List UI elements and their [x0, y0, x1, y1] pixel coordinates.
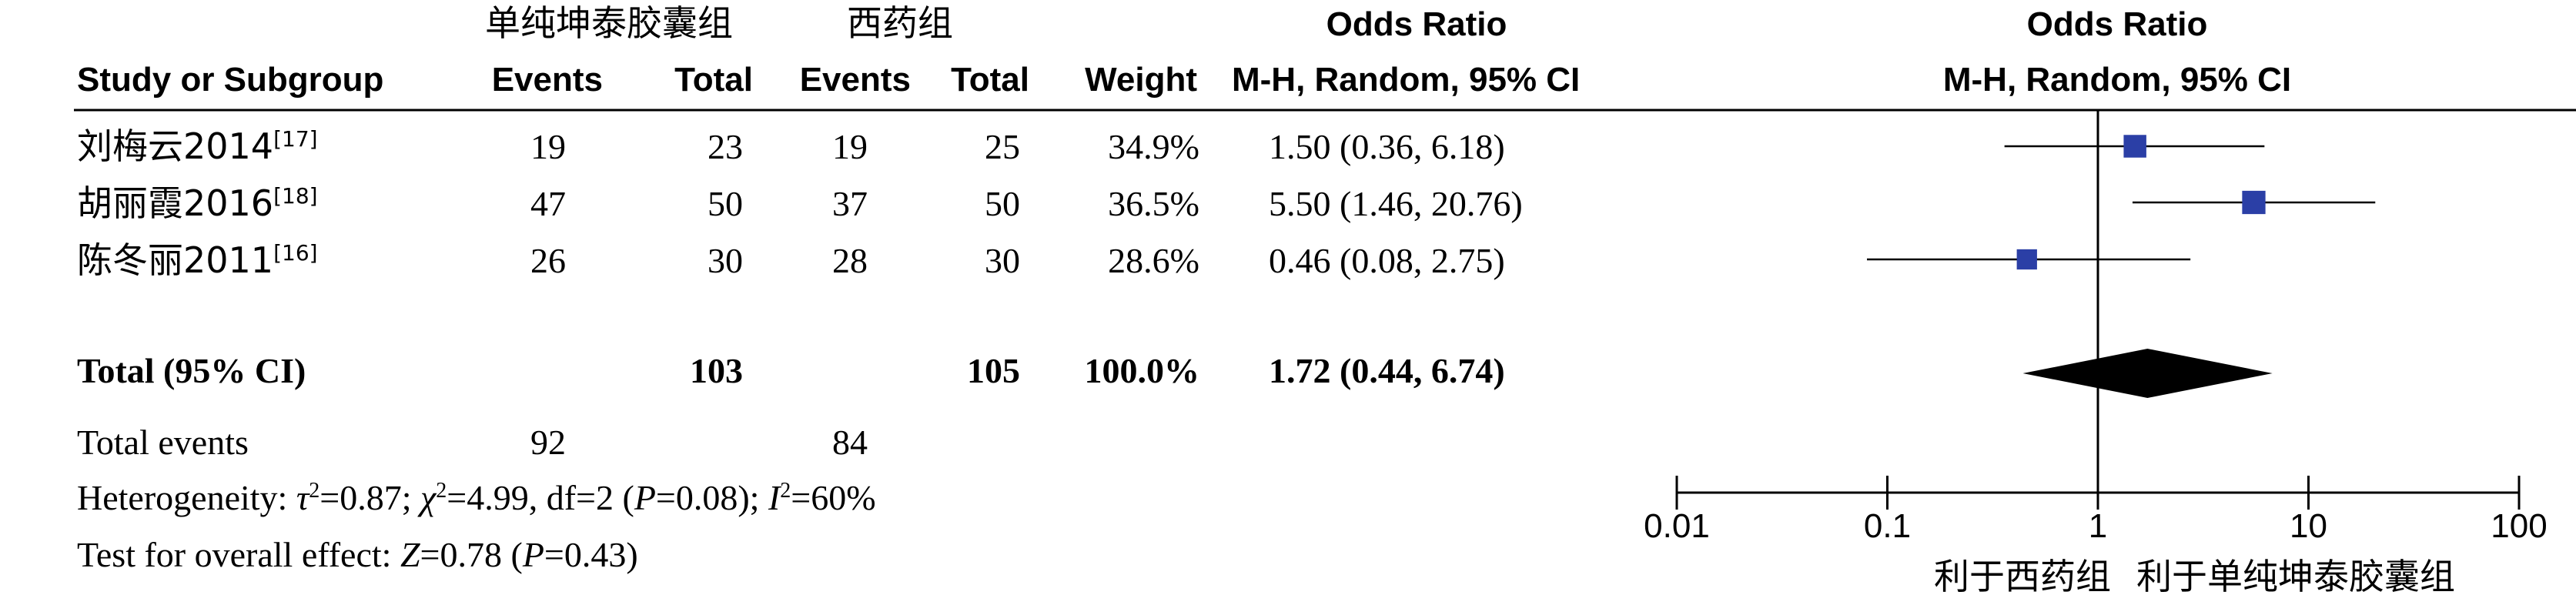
total1-cell: 30 [708, 241, 743, 280]
events2-cell: 37 [832, 184, 868, 223]
events1-cell: 19 [530, 127, 566, 166]
total2-cell: 25 [985, 127, 1020, 166]
summary-diamond [2022, 349, 2273, 398]
total1-cell: 23 [708, 127, 743, 166]
total2-header: Total [951, 61, 1029, 99]
weight-cell: 36.5% [1108, 184, 1199, 223]
group2-header: 西药组 [847, 2, 953, 44]
events1-cell: 47 [530, 184, 566, 223]
favours-left-label: 利于西药组 [1934, 556, 2111, 595]
ci-cell: 0.46 (0.08, 2.75) [1269, 241, 1505, 280]
overall-effect-text: Test for overall effect: Z=0.78 (P=0.43) [77, 535, 638, 574]
total1-cell: 50 [708, 184, 743, 223]
effect-marker [2016, 249, 2037, 270]
favours-right-label: 利于单纯坤泰胶囊组 [2136, 556, 2455, 595]
total2-sum: 105 [967, 351, 1020, 390]
x-axis-tick-label: 0.01 [1644, 507, 1710, 545]
method-header-right: M-H, Random, 95% CI [1943, 61, 2291, 99]
total2-cell: 30 [985, 241, 1020, 280]
total-weight: 100.0% [1085, 351, 1200, 390]
x-axis-tick-label: 1 [2089, 507, 2107, 545]
or-title-right: Odds Ratio [2027, 5, 2208, 43]
total1-header: Total [674, 61, 753, 99]
total2-cell: 50 [985, 184, 1020, 223]
weight-cell: 28.6% [1108, 241, 1199, 280]
study-row: 刘梅云2014[17] 19 23 19 25 34.9% 1.50 (0.36… [77, 125, 1505, 167]
ci-cell: 5.50 (1.46, 20.76) [1269, 184, 1523, 223]
total1-sum: 103 [690, 351, 743, 390]
total-events1: 92 [530, 423, 566, 462]
method-header-left: M-H, Random, 95% CI [1232, 61, 1580, 99]
total-ci: 1.72 (0.44, 6.74) [1269, 351, 1505, 390]
study-row: 胡丽霞2016[18] 47 50 37 50 36.5% 5.50 (1.46… [77, 182, 1523, 224]
heterogeneity-text: Heterogeneity: τ2=0.87; χ2=4.99, df=2 (P… [77, 478, 876, 517]
events2-cell: 28 [832, 241, 868, 280]
study-name: 刘梅云2014[17] [77, 125, 318, 167]
events1-header: Events [492, 61, 603, 99]
weight-header: Weight [1085, 61, 1197, 99]
ci-cell: 1.50 (0.36, 6.18) [1269, 127, 1505, 166]
weight-cell: 34.9% [1108, 127, 1199, 166]
events2-cell: 19 [832, 127, 868, 166]
study-row: 陈冬丽2011[16] 26 30 28 30 28.6% 0.46 (0.08… [77, 239, 1505, 281]
x-axis-tick-label: 0.1 [1864, 507, 1911, 545]
total-label: Total (95% CI) [77, 351, 306, 390]
x-axis-tick-label: 100 [2491, 507, 2547, 545]
study-column-header: Study or Subgroup [77, 61, 383, 99]
or-title-left: Odds Ratio [1326, 5, 1507, 43]
total-events2: 84 [832, 423, 868, 462]
forest-plot-area: 0.01 0.1 1 10 100 [1644, 110, 2548, 545]
effect-marker [2242, 190, 2266, 215]
total-row: Total (95% CI) 103 105 100.0% 1.72 (0.44… [77, 351, 1505, 390]
events2-header: Events [800, 61, 911, 99]
group1-header: 单纯坤泰胶囊组 [485, 2, 733, 44]
study-name: 陈冬丽2011[16] [77, 239, 318, 281]
effect-marker [2123, 135, 2146, 158]
total-events-label: Total events [77, 423, 249, 462]
x-axis-tick-label: 10 [2290, 507, 2327, 545]
events1-cell: 26 [530, 241, 566, 280]
study-name: 胡丽霞2016[18] [77, 182, 318, 224]
